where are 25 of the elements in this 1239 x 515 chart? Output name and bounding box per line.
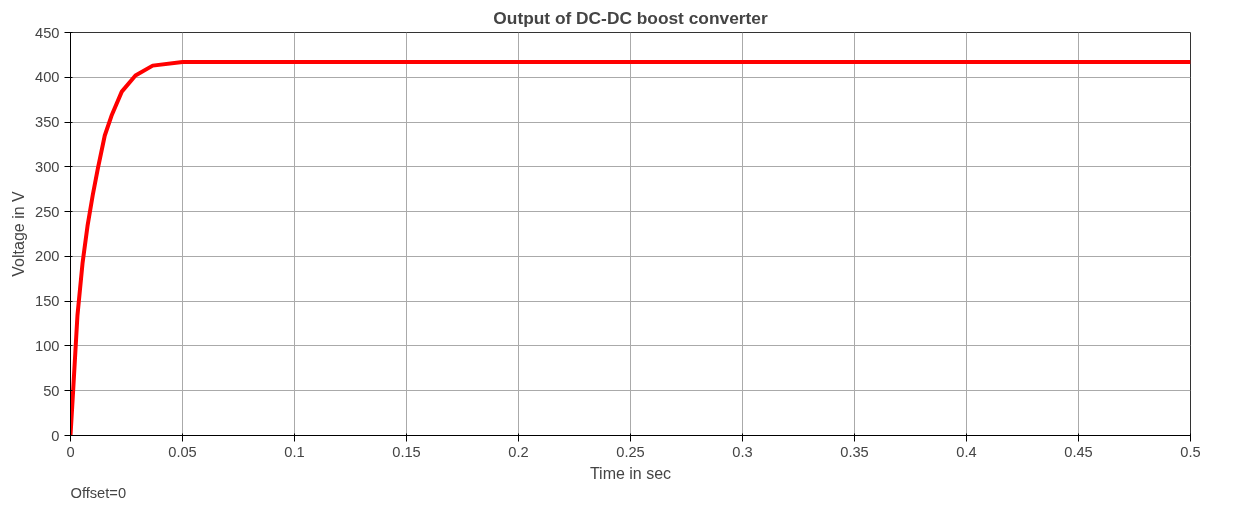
x-tick-label: 0.45 bbox=[1064, 443, 1093, 460]
y-tick-label: 150 bbox=[35, 293, 60, 310]
y-tick-label: 50 bbox=[43, 382, 60, 399]
x-tick-label: 0.3 bbox=[732, 443, 753, 460]
text: Offset=0 bbox=[70, 484, 127, 501]
y-tick-label: 100 bbox=[35, 337, 60, 354]
chart-title: Output of DC-DC boost converter bbox=[493, 7, 768, 28]
x-tick-label: 0.4 bbox=[956, 443, 977, 460]
x-tick-label: 0 bbox=[66, 443, 75, 460]
x-tick-label: 0.5 bbox=[1180, 443, 1201, 460]
x-axis-title: Time in sec bbox=[589, 464, 672, 482]
x-tick-label: 0.15 bbox=[392, 443, 421, 460]
x-tick-label: 0.25 bbox=[616, 443, 645, 460]
y-tick-label: 450 bbox=[35, 24, 60, 41]
y-tick-label: 200 bbox=[35, 248, 60, 265]
y-tick-label: 400 bbox=[35, 69, 60, 86]
x-tick-label: 0.2 bbox=[508, 443, 529, 460]
x-tick-label: 0.05 bbox=[168, 443, 197, 460]
y-tick-label: 250 bbox=[35, 203, 60, 220]
y-tick-label: 0 bbox=[51, 427, 60, 444]
y-tick-label: 350 bbox=[35, 114, 60, 131]
x-tick-label: 0.35 bbox=[840, 443, 869, 460]
x-tick-label: 0.1 bbox=[284, 443, 305, 460]
y-axis-title: Voltage in V bbox=[10, 190, 28, 277]
y-tick-label: 300 bbox=[35, 158, 60, 175]
